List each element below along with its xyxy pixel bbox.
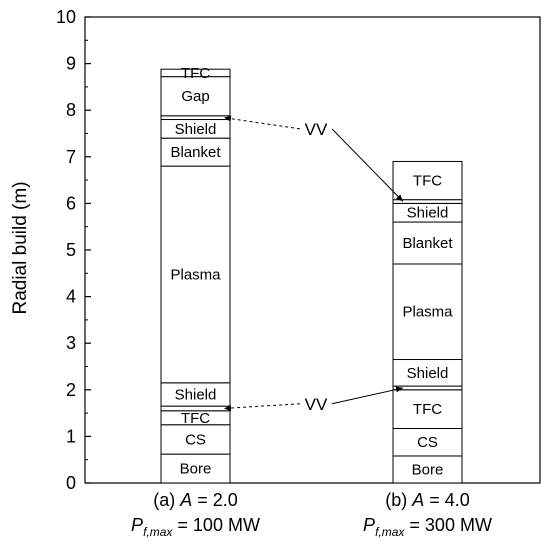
segment-label: TFC bbox=[413, 173, 442, 190]
annotations: VV VV bbox=[223, 115, 404, 414]
bar-segment bbox=[160, 405, 231, 412]
bars: Bore CS TFC Shield Plasma Blanket Shield Gap TFC… bbox=[160, 65, 463, 484]
segment-label: TFC bbox=[181, 410, 210, 427]
annotation-label: VV bbox=[305, 120, 328, 139]
bar-segment bbox=[160, 165, 231, 384]
segment-label: Gap bbox=[181, 88, 209, 105]
y-tick-label: 3 bbox=[66, 333, 76, 353]
category-label-line1: (a) A = 2.0 bbox=[153, 490, 238, 510]
bar-segment bbox=[160, 424, 231, 455]
annotation-arrow bbox=[223, 403, 301, 412]
category-label-line2: Pf,max = 300 MW bbox=[363, 515, 492, 539]
segment-label: CS bbox=[185, 431, 206, 448]
y-tick-label: 6 bbox=[66, 193, 76, 213]
segment-label: Blanket bbox=[402, 235, 453, 252]
segment-label: CS bbox=[417, 434, 438, 451]
y-axis-label: Radial build (m) bbox=[10, 181, 31, 314]
bar-segment bbox=[392, 199, 463, 204]
y-tick-label: 1 bbox=[66, 426, 76, 446]
bar-stack: Bore CS TFC Shield Plasma Blanket Shield TFC bbox=[392, 160, 463, 484]
annotation-arrow bbox=[223, 115, 301, 130]
bar-segment bbox=[160, 76, 231, 117]
category-label-line2: Pf,max = 100 MW bbox=[131, 515, 260, 539]
y-tick-label: 8 bbox=[66, 100, 76, 120]
category-label-line1: (b) A = 4.0 bbox=[385, 490, 470, 510]
bar-segment bbox=[392, 221, 463, 265]
segment-label: Shield bbox=[175, 386, 217, 403]
y-tick-label: 10 bbox=[56, 7, 76, 27]
segment-label: TFC bbox=[181, 65, 210, 82]
y-axis: 0 1 2 3 4 5 6 7 8 9 10 bbox=[56, 7, 91, 493]
y-tick-label: 2 bbox=[66, 380, 76, 400]
bar-stack: Bore CS TFC Shield Plasma Blanket Shield Gap TFC bbox=[160, 65, 231, 484]
bar-segment bbox=[392, 359, 463, 387]
segment-label: TFC bbox=[413, 401, 442, 418]
y-tick-label: 7 bbox=[66, 147, 76, 167]
segment-label: Blanket bbox=[170, 144, 221, 161]
vv-annotation: VV bbox=[223, 386, 404, 414]
bar-segment bbox=[160, 115, 231, 121]
y-tick-label: 0 bbox=[66, 473, 76, 493]
segment-label: Bore bbox=[180, 461, 212, 478]
segment-label: Shield bbox=[407, 365, 449, 382]
segment-label: Bore bbox=[412, 461, 444, 478]
vv-annotation: VV bbox=[223, 115, 404, 202]
annotation-arrow bbox=[331, 386, 404, 405]
bar-segment bbox=[392, 427, 463, 457]
segment-label: Shield bbox=[407, 205, 449, 222]
bar-segment bbox=[392, 263, 463, 361]
y-tick-label: 5 bbox=[66, 240, 76, 260]
y-tick-label: 9 bbox=[66, 54, 76, 74]
x-axis-labels: (a) A = 2.0 Pf,max = 100 MW (b) A = 4.0 Pf,… bbox=[131, 490, 492, 539]
y-tick-label: 4 bbox=[66, 287, 76, 307]
segment-label: Plasma bbox=[170, 266, 221, 283]
bar-segment bbox=[160, 68, 231, 78]
annotation-label: VV bbox=[305, 395, 328, 414]
segment-label: Plasma bbox=[402, 304, 453, 321]
bar-segment bbox=[392, 160, 463, 201]
bar-segment bbox=[392, 385, 463, 391]
bar-segment bbox=[160, 137, 231, 167]
segment-label: Shield bbox=[175, 121, 217, 138]
annotation-arrow bbox=[331, 128, 404, 202]
